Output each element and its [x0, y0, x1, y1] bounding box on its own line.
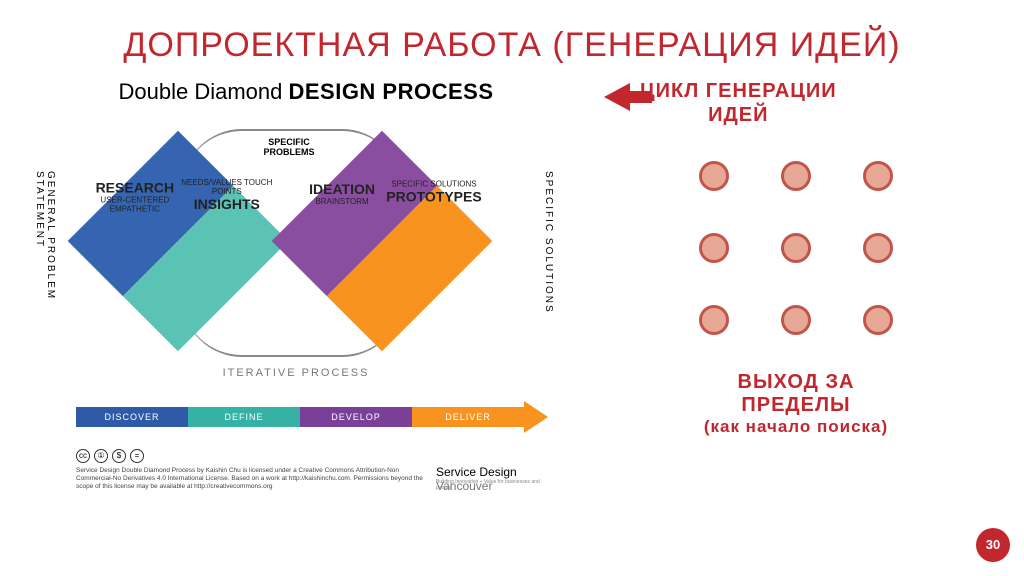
insights-name: INSIGHTS — [167, 196, 287, 212]
prototypes-sub: SPECIFIC SOLUTIONS — [391, 179, 476, 188]
ideation-sub: BRAINSTORM — [315, 197, 368, 206]
slide-title: ДОПРОЕКТНАЯ РАБОТА (ГЕНЕРАЦИЯ ИДЕЙ) — [0, 0, 1024, 79]
research-sub: USER-CENTERED EMPATHETIC — [100, 195, 169, 213]
content-row: Double Diamond DESIGN PROCESS GENERAL PR… — [0, 79, 1024, 437]
left-arrow-icon — [604, 83, 630, 111]
stage-develop: DEVELOP — [300, 407, 412, 427]
cycle-line2: ИДЕЙ — [640, 103, 837, 127]
insights-sub: NEEDS/VALUES TOUCH POINTS — [181, 178, 272, 196]
phase-prototypes-label: SPECIFIC SOLUTIONS PROTOTYPES — [374, 179, 494, 204]
dd-title-light: Double Diamond — [118, 79, 288, 104]
grid-dot — [781, 305, 811, 335]
dd-title: Double Diamond DESIGN PROCESS — [36, 79, 576, 105]
exit-line1: ВЫХОД ЗА — [704, 371, 888, 394]
right-panel: ЦИКЛ ГЕНЕРАЦИИ ИДЕЙ ВЫХОД ЗА ПРЕДЕЛЫ (ка… — [576, 79, 988, 437]
right-vertical-label: SPECIFIC SOLUTIONS — [543, 171, 554, 314]
cc-icon: cc — [76, 449, 90, 463]
exit-sub: (как начало поиска) — [704, 417, 888, 437]
grid-dot — [863, 233, 893, 263]
dot-grid — [699, 161, 893, 335]
stage-arrow-icon — [524, 401, 548, 433]
grid-dot — [699, 161, 729, 191]
exit-line2: ПРЕДЕЛЫ — [704, 394, 888, 417]
grid-dot — [863, 161, 893, 191]
stage-discover: DISCOVER — [76, 407, 188, 427]
stage-deliver: DELIVER — [412, 407, 524, 427]
grid-dot — [699, 233, 729, 263]
grid-dot — [781, 161, 811, 191]
phase-insights-label: NEEDS/VALUES TOUCH POINTS INSIGHTS — [167, 178, 287, 212]
brand-thin: Service Design — [436, 465, 517, 479]
left-vertical-label: GENERAL PROBLEM STATEMENT — [34, 171, 56, 381]
grid-dot — [699, 305, 729, 335]
cycle-row: ЦИКЛ ГЕНЕРАЦИИ ИДЕЙ — [604, 79, 988, 127]
page-number-badge: 30 — [976, 528, 1010, 562]
exit-label: ВЫХОД ЗА ПРЕДЕЛЫ (как начало поиска) — [704, 371, 888, 437]
dd-diagram: GENERAL PROBLEM STATEMENT SPECIFIC SOLUT… — [36, 111, 556, 381]
center-label: SPECIFIC PROBLEMS — [254, 137, 324, 157]
prototypes-name: PROTOTYPES — [374, 188, 494, 204]
iterative-label: ITERATIVE PROCESS — [36, 367, 556, 379]
grid-dot — [863, 305, 893, 335]
cycle-title: ЦИКЛ ГЕНЕРАЦИИ ИДЕЙ — [640, 79, 837, 127]
stage-define: DEFINE — [188, 407, 300, 427]
stage-bar: DISCOVER DEFINE DEVELOP DELIVER — [76, 407, 524, 427]
by-icon: ① — [94, 449, 108, 463]
cc-text: Service Design Double Diamond Process by… — [76, 467, 436, 490]
dd-title-bold: DESIGN PROCESS — [288, 79, 493, 104]
nc-icon: $ — [112, 449, 126, 463]
double-diamond-panel: Double Diamond DESIGN PROCESS GENERAL PR… — [36, 79, 576, 437]
cc-icons: cc ① $ = — [76, 449, 144, 463]
grid-dot — [781, 233, 811, 263]
brand-sub: Building Innovation + Value for business… — [436, 479, 556, 491]
nd-icon: = — [130, 449, 144, 463]
cycle-line1: ЦИКЛ ГЕНЕРАЦИИ — [640, 79, 837, 103]
